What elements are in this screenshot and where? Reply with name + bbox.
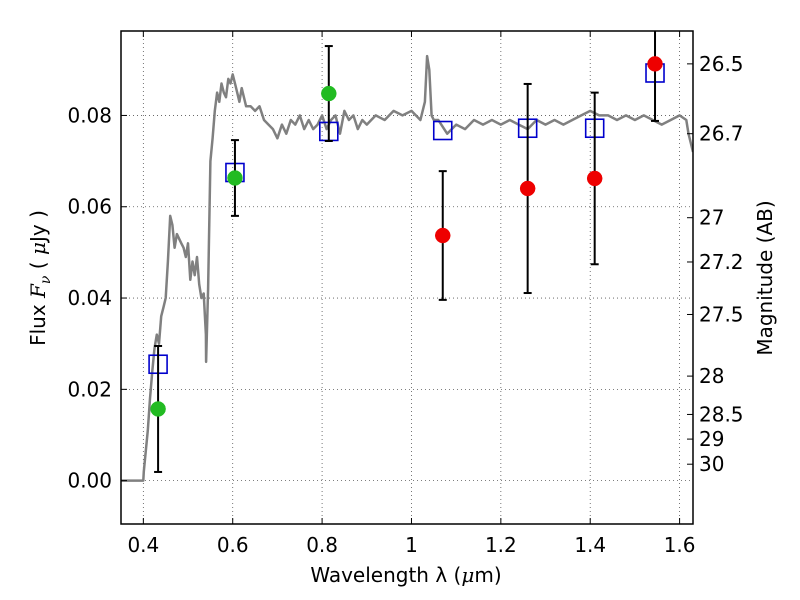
green-point [150,401,166,417]
red-point [647,56,663,72]
y-axis-label: Flux Fν ( μJy ) [26,210,54,346]
red-point [435,227,451,244]
mag-tick-label: 27.2 [699,250,744,274]
right-axis-label: Magnitude (AB) [753,200,777,355]
y-tick-label: 0.00 [67,469,112,493]
grid [121,31,693,524]
x-tick-label: 1.6 [664,533,696,557]
x-tick-label: 0.4 [127,533,159,557]
model-square [432,120,453,141]
x-tick-label: 1.2 [485,533,517,557]
mag-tick-label: 27.5 [699,302,744,326]
x-axis-label: Wavelength λ (μm) [310,563,501,587]
mag-tick-label: 30 [699,452,724,476]
y-tick-label: 0.06 [67,195,112,219]
mag-tick-label: 28.5 [699,402,744,426]
red-point [519,180,536,197]
ticks: 0.4 0.6 0.8 1 1.2 1.4 1.6 0.00 0.02 0.04 0.06 0.08 2… [67,31,744,557]
model-photometry-squares [148,63,665,375]
x-tick-label: 0.6 [217,533,249,557]
mag-tick-label: 27 [699,206,724,230]
y-tick-label: 0.04 [67,286,112,310]
mag-tick-label: 28 [699,364,724,388]
model-line [121,54,693,482]
model-spectrum [121,54,693,482]
x-tick-label: 1.4 [574,533,606,557]
red-point [586,170,603,187]
x-tick-label: 0.8 [306,533,338,557]
y-tick-label: 0.02 [67,377,112,401]
mag-tick-label: 26.5 [699,52,744,76]
plot-frame [120,30,694,525]
x-tick-label: 1 [405,533,418,557]
mag-tick-label: 26.7 [699,122,744,146]
mag-tick-label: 29 [699,427,724,451]
error-bars [154,31,660,473]
green-point [227,170,243,186]
green-point [321,85,337,102]
observed-points [150,56,663,417]
y-tick-label: 0.08 [67,103,112,127]
